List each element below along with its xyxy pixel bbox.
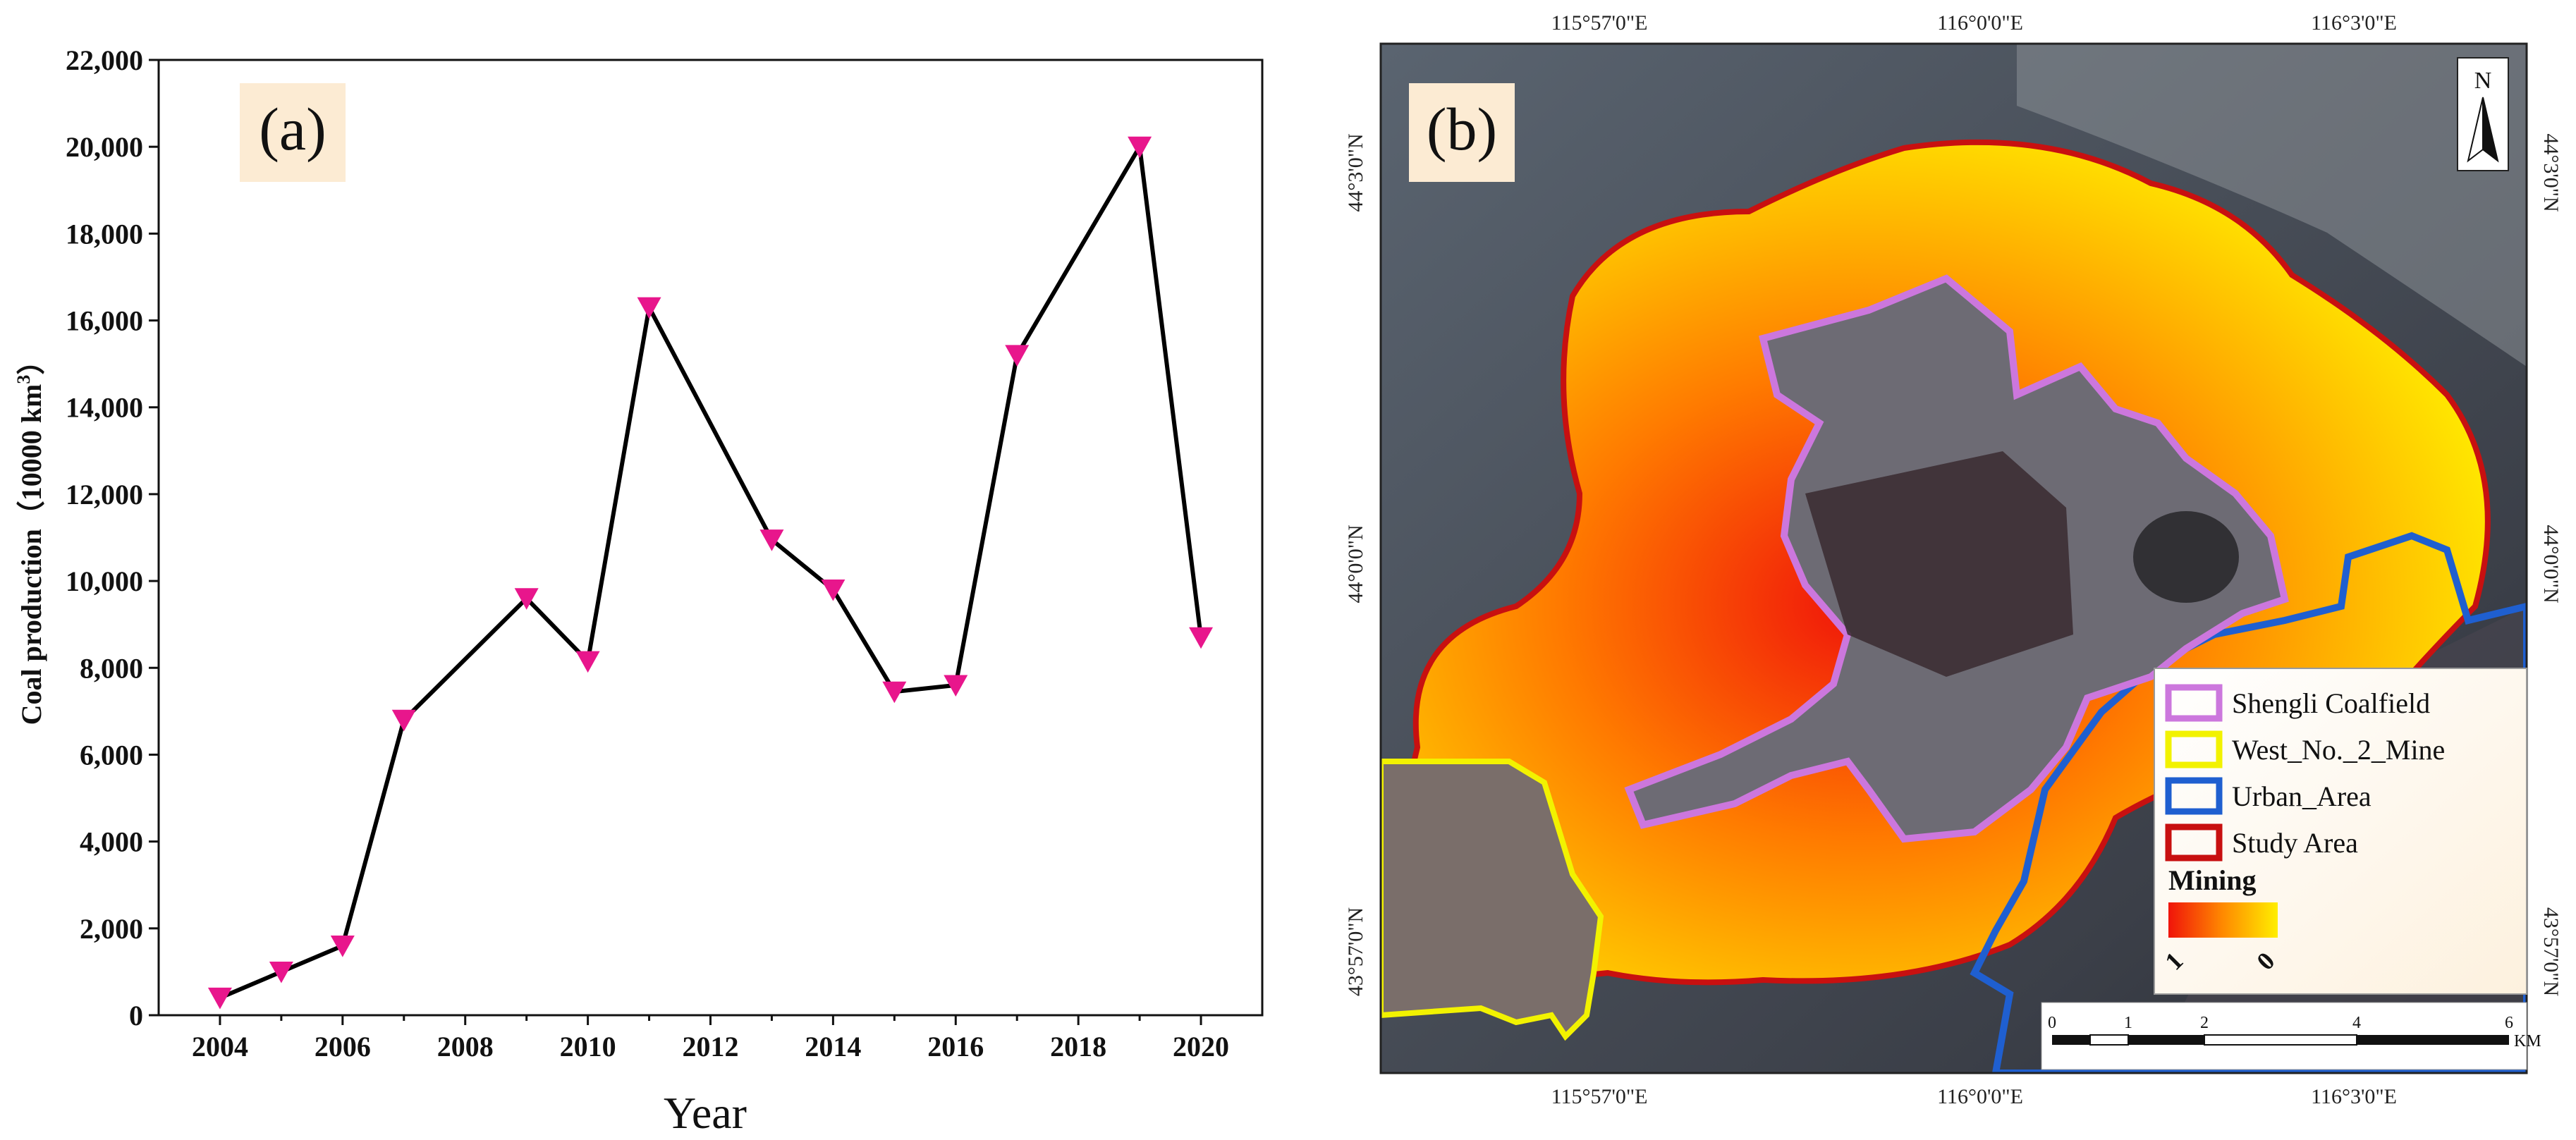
- y-axis-title: Coal production（10000 km3）: [13, 347, 47, 725]
- x-tick-label: 2008: [437, 1031, 494, 1062]
- panel-label-a-background: [240, 83, 346, 182]
- ramp-title: Mining: [2168, 864, 2256, 896]
- mining-color-ramp: [2168, 902, 2278, 938]
- north-arrow-icon: N: [2457, 57, 2509, 171]
- legend-swatch: [2165, 823, 2223, 862]
- map-legend: Shengli Coalfield West_No._2_Mine Urban_Ar…: [2154, 668, 2527, 995]
- x-tick-label: 2010: [560, 1031, 616, 1062]
- data-point: [944, 675, 968, 697]
- west-no2-mine-outline: [1381, 759, 1604, 1041]
- legend-label: West_No._2_Mine: [2232, 734, 2445, 766]
- x-tick-label: 2004: [192, 1031, 248, 1062]
- x-tick-label: 2014: [805, 1031, 861, 1062]
- legend-label: Study Area: [2232, 827, 2358, 859]
- coal-production-series: [207, 136, 1214, 1010]
- legend-items: Shengli Coalfield West_No._2_Mine Urban_Ar…: [2165, 684, 2445, 862]
- data-point: [637, 297, 661, 319]
- data-point: [882, 681, 907, 704]
- x-tick-label: 2012: [683, 1031, 739, 1062]
- top-tick-label: 116°3'0"E: [2311, 11, 2397, 35]
- map-border: [1379, 42, 2528, 1074]
- y-tick-label: 10,000: [66, 565, 143, 597]
- legend-label: Shengli Coalfield: [2232, 687, 2430, 719]
- scale-tick-label: 4: [2352, 1014, 2361, 1032]
- data-point: [391, 709, 416, 732]
- y-tick-label: 0: [129, 1000, 143, 1031]
- y-tick-label: 16,000: [66, 305, 143, 337]
- open-pit-mine: [1805, 451, 2073, 677]
- right-tick-label: 44°0'0"N: [2539, 525, 2563, 603]
- y-tick-label: 4,000: [80, 826, 143, 858]
- y-tick-label: 8,000: [80, 652, 143, 684]
- x-tick-label: 2020: [1173, 1031, 1229, 1062]
- right-tick-label: 44°3'0"N: [2539, 133, 2563, 212]
- y-tick-label: 2,000: [80, 913, 143, 945]
- data-point: [269, 961, 293, 983]
- y-tick-label: 20,000: [66, 131, 143, 163]
- left-tick-label: 43°57'0"N: [1344, 907, 1367, 996]
- y-tick-label: 14,000: [66, 392, 143, 424]
- data-point: [1128, 136, 1152, 159]
- panel-label-b-box: (b): [1409, 83, 1515, 182]
- y-tick-label: 18,000: [66, 218, 143, 250]
- data-point: [821, 579, 846, 601]
- scale-unit: KM: [2514, 1032, 2541, 1050]
- bottom-tick-label: 116°3'0"E: [2311, 1085, 2397, 1108]
- data-point: [575, 651, 600, 673]
- x-axis-title: Year: [664, 1088, 747, 1138]
- legend-swatch: [2165, 777, 2223, 815]
- data-point: [1005, 345, 1030, 367]
- x-tick-labels: 2004 2006 2008 2010 2012 2014 2016 2018 2020: [192, 1015, 1229, 1062]
- top-tick-label: 116°0'0"E: [1937, 11, 2023, 35]
- data-point: [207, 987, 232, 1010]
- north-label: N: [2474, 68, 2492, 94]
- left-tick-label: 44°3'0"N: [1344, 133, 1367, 212]
- y-tick-label: 6,000: [80, 739, 143, 771]
- top-tick-label: 115°57'0"E: [1551, 11, 1648, 35]
- legend-swatch: [2165, 730, 2223, 768]
- data-point: [330, 936, 355, 957]
- right-tick-label: 43°57'0"N: [2539, 907, 2563, 996]
- pit-lake: [2133, 511, 2239, 603]
- panel-label-a-box: (a): [240, 83, 346, 182]
- terrain-patch: [2017, 44, 2527, 367]
- scale-tick-label: 0: [2048, 1014, 2056, 1032]
- panel-label-b-background: [1409, 83, 1515, 182]
- scale-tick-label: 1: [2124, 1014, 2132, 1032]
- y-tick-labels: 0 2,000 4,000 6,000 8,000 10,000 12,000 14,000 1…: [66, 44, 159, 1031]
- series-line: [219, 145, 1204, 1000]
- scale-tick-label: 6: [2505, 1014, 2513, 1032]
- y-tick-label: 22,000: [66, 44, 143, 76]
- bottom-tick-label: 116°0'0"E: [1937, 1085, 2023, 1108]
- x-tick-label: 2018: [1050, 1031, 1106, 1062]
- scale-tick-label: 2: [2200, 1014, 2209, 1032]
- data-point: [759, 529, 784, 551]
- coal-production-chart: 0 2,000 4,000 6,000 8,000 10,000 12,000 14,000 1…: [13, 44, 1264, 1138]
- map-graticule-labels: 115°57'0"E 116°0'0"E 116°3'0"E 115°57'0"…: [1344, 11, 2563, 1108]
- left-tick-label: 44°0'0"N: [1344, 525, 1367, 603]
- y-tick-label: 12,000: [66, 479, 143, 510]
- urban-area-outline: [1970, 532, 2527, 1073]
- x-tick-label: 2016: [927, 1031, 984, 1062]
- data-point: [514, 588, 539, 610]
- x-tick-label: 2006: [315, 1031, 371, 1062]
- legend-swatch: [2165, 684, 2223, 722]
- panel-label-b: (b): [1427, 95, 1497, 163]
- data-point: [1189, 627, 1214, 649]
- panel-label-a: (a): [259, 95, 326, 163]
- bottom-tick-label: 115°57'0"E: [1551, 1085, 1648, 1108]
- legend-label: Urban_Area: [2232, 780, 2371, 812]
- scale-bar: 0 1 2 4 6KM: [2041, 1002, 2541, 1070]
